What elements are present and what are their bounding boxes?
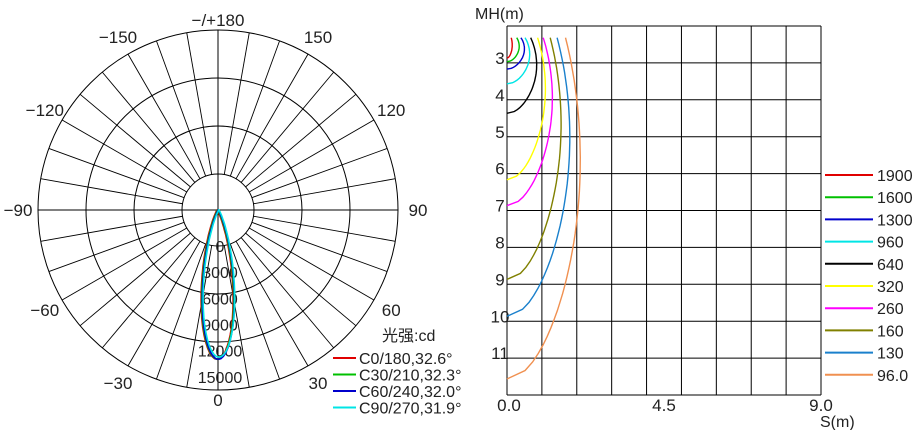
polar-spoke	[240, 237, 335, 349]
polar-angle-label: 90	[409, 201, 428, 220]
polar-angle-label: 60	[382, 301, 401, 320]
polar-radial-label: 3000	[202, 265, 238, 282]
polar-angle-label: −90	[4, 201, 33, 220]
isolux-curve	[506, 37, 582, 380]
polar-spoke	[245, 93, 357, 188]
polar-angle-label: 30	[309, 374, 328, 393]
polar-spoke	[186, 245, 213, 388]
polar-spoke	[48, 148, 185, 199]
polar-angle-label: 150	[304, 28, 332, 47]
polar-spoke	[245, 232, 357, 327]
polar-angle-label: 120	[377, 101, 405, 120]
polar-spoke	[127, 53, 201, 180]
polar-legend-label: C30/210,32.3°	[359, 368, 461, 385]
polar-spoke	[229, 40, 280, 177]
polar-spoke	[240, 71, 335, 183]
x-tick-label: 0.0	[497, 396, 521, 415]
polar-ring	[85, 77, 351, 343]
polar-spoke	[235, 53, 309, 180]
polar-angle-label: −60	[30, 301, 59, 320]
polar-spoke	[156, 40, 207, 177]
x-tick-label: 9.0	[809, 396, 833, 415]
polar-spoke	[40, 215, 183, 242]
x-axis-title: S(m)	[820, 414, 855, 430]
polar-ring	[37, 29, 399, 391]
polar-intensity-chart: −/+180 150 −150 120 −120 90 −90 60 −60 30 −30 0 0 300…	[4, 11, 462, 418]
polar-series-curve	[202, 209, 236, 359]
y-tick-label: 9	[495, 270, 504, 289]
polar-spoke	[223, 245, 250, 388]
polar-legend-label: C60/240,32.0°	[359, 384, 461, 401]
y-tick-label: 6	[495, 160, 504, 179]
isolux-curve	[506, 37, 531, 85]
polar-legend-label: C0/180,32.6°	[359, 351, 453, 368]
polar-spoke	[253, 178, 396, 205]
polar-spoke	[156, 243, 207, 380]
isolux-legend-label: 960	[877, 235, 904, 252]
polar-angle-label: −120	[26, 101, 64, 120]
polar-spoke	[101, 71, 196, 183]
polar-angle-label: −/+180	[192, 11, 245, 30]
polar-spoke	[235, 240, 309, 367]
isolux-curve	[506, 37, 571, 317]
polar-spoke	[223, 32, 250, 175]
y-tick-label: 7	[495, 197, 504, 216]
isolux-curve	[506, 37, 538, 114]
isolux-curve	[506, 37, 554, 207]
polar-spoke	[79, 93, 191, 188]
polar-angle-label: −30	[104, 374, 133, 393]
polar-legend-label: C90/270,31.9°	[359, 401, 461, 418]
polar-ring	[181, 173, 255, 247]
isolux-legend-label: 640	[877, 257, 904, 274]
polar-spoke	[61, 119, 188, 193]
polar-ring	[133, 125, 303, 295]
isolux-curve	[506, 37, 526, 70]
polar-radial-label: 15000	[198, 370, 243, 387]
isolux-legend-label: 1600	[877, 190, 913, 207]
isolux-legend-label: 160	[877, 323, 904, 340]
isolux-curve	[506, 37, 520, 63]
isolux-curve	[506, 37, 562, 281]
isolux-legend-label: 1900	[877, 168, 913, 185]
isolux-curve	[506, 37, 513, 59]
polar-spoke	[48, 221, 185, 272]
polar-radial-label: 0	[216, 239, 225, 256]
y-axis-title: MH(m)	[475, 6, 524, 23]
polar-spoke	[186, 32, 213, 175]
polar-angle-label: 0	[213, 391, 222, 410]
isolux-legend-label: 96.0	[877, 368, 908, 385]
isolux-curve	[506, 37, 547, 181]
polar-spoke	[101, 237, 196, 349]
y-tick-label: 4	[495, 86, 504, 105]
polar-spoke	[79, 232, 191, 327]
y-tick-label: 3	[495, 49, 504, 68]
polar-spoke	[40, 178, 183, 205]
y-tick-label: 5	[495, 123, 504, 142]
y-tick-label: 11	[491, 344, 509, 363]
isolux-legend-label: 130	[877, 346, 904, 363]
polar-spoke	[61, 227, 188, 301]
isolux-legend-label: 260	[877, 301, 904, 318]
polar-spoke	[248, 227, 375, 301]
isolux-legend-label: 1300	[877, 212, 913, 229]
x-tick-label: 4.5	[652, 396, 676, 415]
polar-spoke	[229, 243, 280, 380]
polar-spoke	[253, 215, 396, 242]
polar-radial-label: 6000	[202, 291, 238, 308]
isolux-legend-label: 320	[877, 279, 904, 296]
polar-radial-label: 9000	[202, 318, 238, 335]
y-tick-label: 10	[491, 307, 510, 326]
polar-spoke	[251, 148, 388, 199]
y-tick-label: 8	[495, 234, 504, 253]
polar-spoke	[248, 119, 375, 193]
polar-spoke	[251, 221, 388, 272]
polar-unit-label: 光强:cd	[382, 327, 435, 345]
polar-angle-label: −150	[99, 28, 137, 47]
isolux-chart: MH(m) S(m) 3 4 5 6 7 8 9 10 11 0.0 4.5 9.0 1900 1600 130…	[475, 6, 913, 430]
polar-spoke	[127, 240, 201, 367]
